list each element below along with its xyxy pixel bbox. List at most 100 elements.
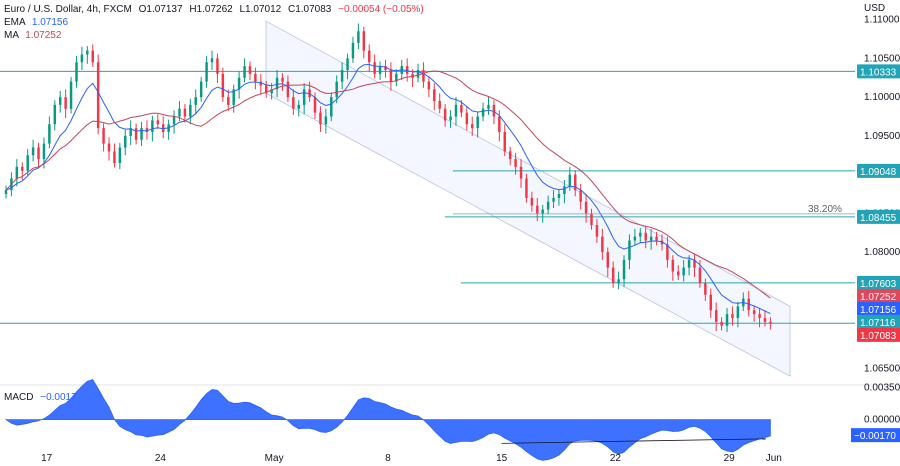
candle-body <box>546 201 550 210</box>
candle-body <box>330 97 333 117</box>
candle-body <box>514 159 517 167</box>
candle-body <box>31 147 35 156</box>
candle-body <box>221 73 225 98</box>
candle-body <box>113 151 116 163</box>
symbol-name[interactable]: Euro / U.S. Dollar, 4h, FXCM <box>4 4 132 15</box>
candle-body <box>525 178 528 198</box>
candle-body <box>470 124 474 129</box>
ohlc-close: C1.07083 <box>287 4 332 15</box>
candle-body <box>541 209 544 214</box>
x-tick-label: 17 <box>41 453 53 464</box>
candle-body <box>4 190 8 194</box>
candle-body <box>346 58 349 70</box>
fib-label: 38.20% <box>808 204 842 215</box>
candle-body <box>140 128 143 140</box>
candle-body <box>351 42 355 59</box>
candle-body <box>492 104 496 117</box>
candle-body <box>340 70 344 82</box>
candle-body <box>611 267 615 284</box>
ema-legend[interactable]: EMA 1.07156 <box>4 16 68 29</box>
price-tag <box>857 327 900 342</box>
ohlc-change: −0.00054 (−0.05%) <box>338 4 424 15</box>
candle-body <box>422 70 425 82</box>
candle-body <box>232 89 235 105</box>
candle-body <box>378 66 382 74</box>
y-tick-label: 1.09500 <box>864 131 900 142</box>
candle-body <box>357 31 360 43</box>
candle-body <box>433 89 436 101</box>
candle-body <box>725 314 729 326</box>
candle-body <box>498 116 501 132</box>
candle-body <box>552 197 555 202</box>
candle-body <box>389 70 393 82</box>
candle-body <box>752 310 756 315</box>
divergence-line <box>501 438 766 444</box>
candle-body <box>579 190 582 202</box>
candle-body <box>714 310 718 322</box>
x-tick-label: May <box>265 453 284 464</box>
level-tag-label: 1.07603 <box>860 279 897 290</box>
candle-body <box>91 50 94 63</box>
y-tick-label: 1.06500 <box>864 363 900 374</box>
price-tag <box>857 301 900 316</box>
candle-body <box>395 73 398 82</box>
candle-body <box>720 321 723 326</box>
candle-body <box>69 81 73 109</box>
ohlc-low: L1.07012 <box>239 4 282 15</box>
candle-body <box>292 97 295 109</box>
candle-body <box>161 124 165 132</box>
x-tick-label: 22 <box>610 453 622 464</box>
candle-body <box>481 108 485 117</box>
x-tick-label: Jun <box>766 453 782 464</box>
ma-legend[interactable]: MA 1.07252 <box>4 29 61 42</box>
candle-body <box>367 50 371 63</box>
candle-body <box>270 89 273 94</box>
candle-body <box>48 124 51 144</box>
candle-body <box>172 116 176 125</box>
candle-body <box>584 201 588 214</box>
x-tick-label: 24 <box>155 453 167 464</box>
macd-label: MACD <box>4 392 34 403</box>
macd-value-tag <box>851 428 900 443</box>
fibonacci-level: 38.20% <box>452 204 855 215</box>
y-tick-label: 1.08000 <box>864 247 900 258</box>
candle-body <box>313 97 317 113</box>
candle-body <box>411 73 414 78</box>
candle-body <box>405 66 409 74</box>
candle-body <box>15 166 19 179</box>
candle-body <box>384 66 387 70</box>
candle-body <box>53 104 57 125</box>
candle-body <box>37 147 40 160</box>
macd-tick-label: 0.00350 <box>864 383 900 394</box>
candle-body <box>151 120 154 132</box>
level-tag <box>857 64 900 79</box>
x-tick-label: 8 <box>385 453 391 464</box>
candle-body <box>454 104 458 117</box>
candle-body <box>563 186 566 194</box>
candle-body <box>519 166 523 179</box>
candle-body <box>75 62 78 82</box>
candle-body <box>286 81 290 98</box>
candle-body <box>617 279 620 284</box>
macd-legend[interactable]: MACD −0.0017 <box>4 392 77 403</box>
candle-body <box>655 236 658 241</box>
candle-body <box>639 232 642 237</box>
trend-channel <box>265 20 791 377</box>
candle-body <box>601 236 604 253</box>
macd-panel: 0.00350 0.00000 −0.00170 <box>0 379 900 461</box>
channel-band <box>265 20 791 377</box>
candle-body <box>536 205 539 214</box>
level-tag-label: 1.08455 <box>860 213 897 224</box>
candle-body <box>731 314 734 318</box>
candle-body <box>595 225 599 237</box>
moving-averages <box>5 63 771 315</box>
candle-body <box>373 62 376 74</box>
candle-body <box>324 116 328 125</box>
price-tag-label: 1.07116 <box>860 318 896 329</box>
level-tag-label: 1.10333 <box>860 67 897 78</box>
x-tick-label: 15 <box>496 453 508 464</box>
candle-body <box>660 240 664 245</box>
candle-body <box>26 155 29 171</box>
price-tags: 1.10333 1.09048 1.08455 1.07603 1.07252 1.071… <box>857 64 900 342</box>
